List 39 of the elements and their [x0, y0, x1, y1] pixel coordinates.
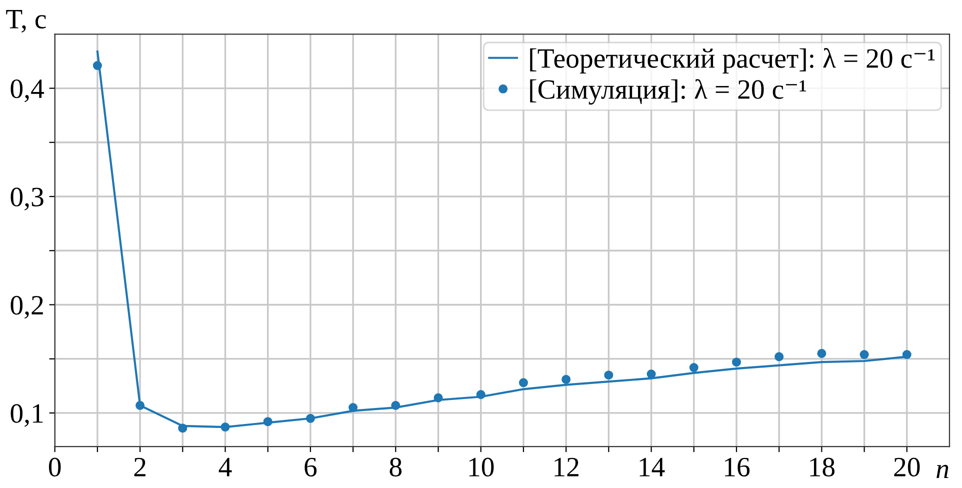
- point: [732, 358, 741, 367]
- x-tick-label: 4: [218, 458, 232, 476]
- x-tick-label: 16: [725, 458, 750, 476]
- point: [434, 393, 443, 402]
- point: [178, 424, 188, 433]
- point: [306, 414, 315, 423]
- y-tick-label: 0,2: [10, 296, 43, 319]
- legend-label: [Теоретический расчет]: λ = 20 с⁻¹: [530, 48, 935, 74]
- x-tick-label: 20: [894, 458, 920, 476]
- point: [902, 350, 912, 360]
- x-tick-label: 12: [554, 458, 578, 476]
- point: [518, 378, 528, 388]
- point: [689, 362, 698, 372]
- point: [476, 390, 486, 400]
- point: [220, 422, 230, 432]
- point: [604, 370, 614, 380]
- point: [562, 374, 571, 384]
- point: [817, 348, 826, 358]
- x-tick-label: 14: [640, 458, 665, 476]
- point: [860, 350, 869, 360]
- x-tick-label: 10: [469, 458, 494, 476]
- y-tick-label: 0,4: [10, 79, 44, 102]
- x-axis-title: n: [936, 464, 948, 478]
- x-tick-label: 6: [304, 458, 317, 476]
- y-tick-label: 0,3: [10, 188, 44, 210]
- point: [348, 403, 358, 412]
- point: [391, 400, 400, 410]
- x-tick-label: 8: [390, 458, 402, 476]
- point: [136, 400, 145, 410]
- y-tick-label: 0,1: [10, 404, 43, 427]
- x-tick-label: 18: [810, 458, 835, 476]
- point: [774, 352, 784, 362]
- y-axis-title: T, с: [6, 10, 46, 33]
- point: [92, 61, 102, 70]
- point: [263, 417, 272, 426]
- x-tick-label: 2: [134, 458, 146, 476]
- point: [646, 369, 656, 379]
- legend-label: [Симуляция]: λ = 20 с⁻¹: [530, 79, 806, 105]
- x-tick-label: 0: [48, 458, 61, 476]
